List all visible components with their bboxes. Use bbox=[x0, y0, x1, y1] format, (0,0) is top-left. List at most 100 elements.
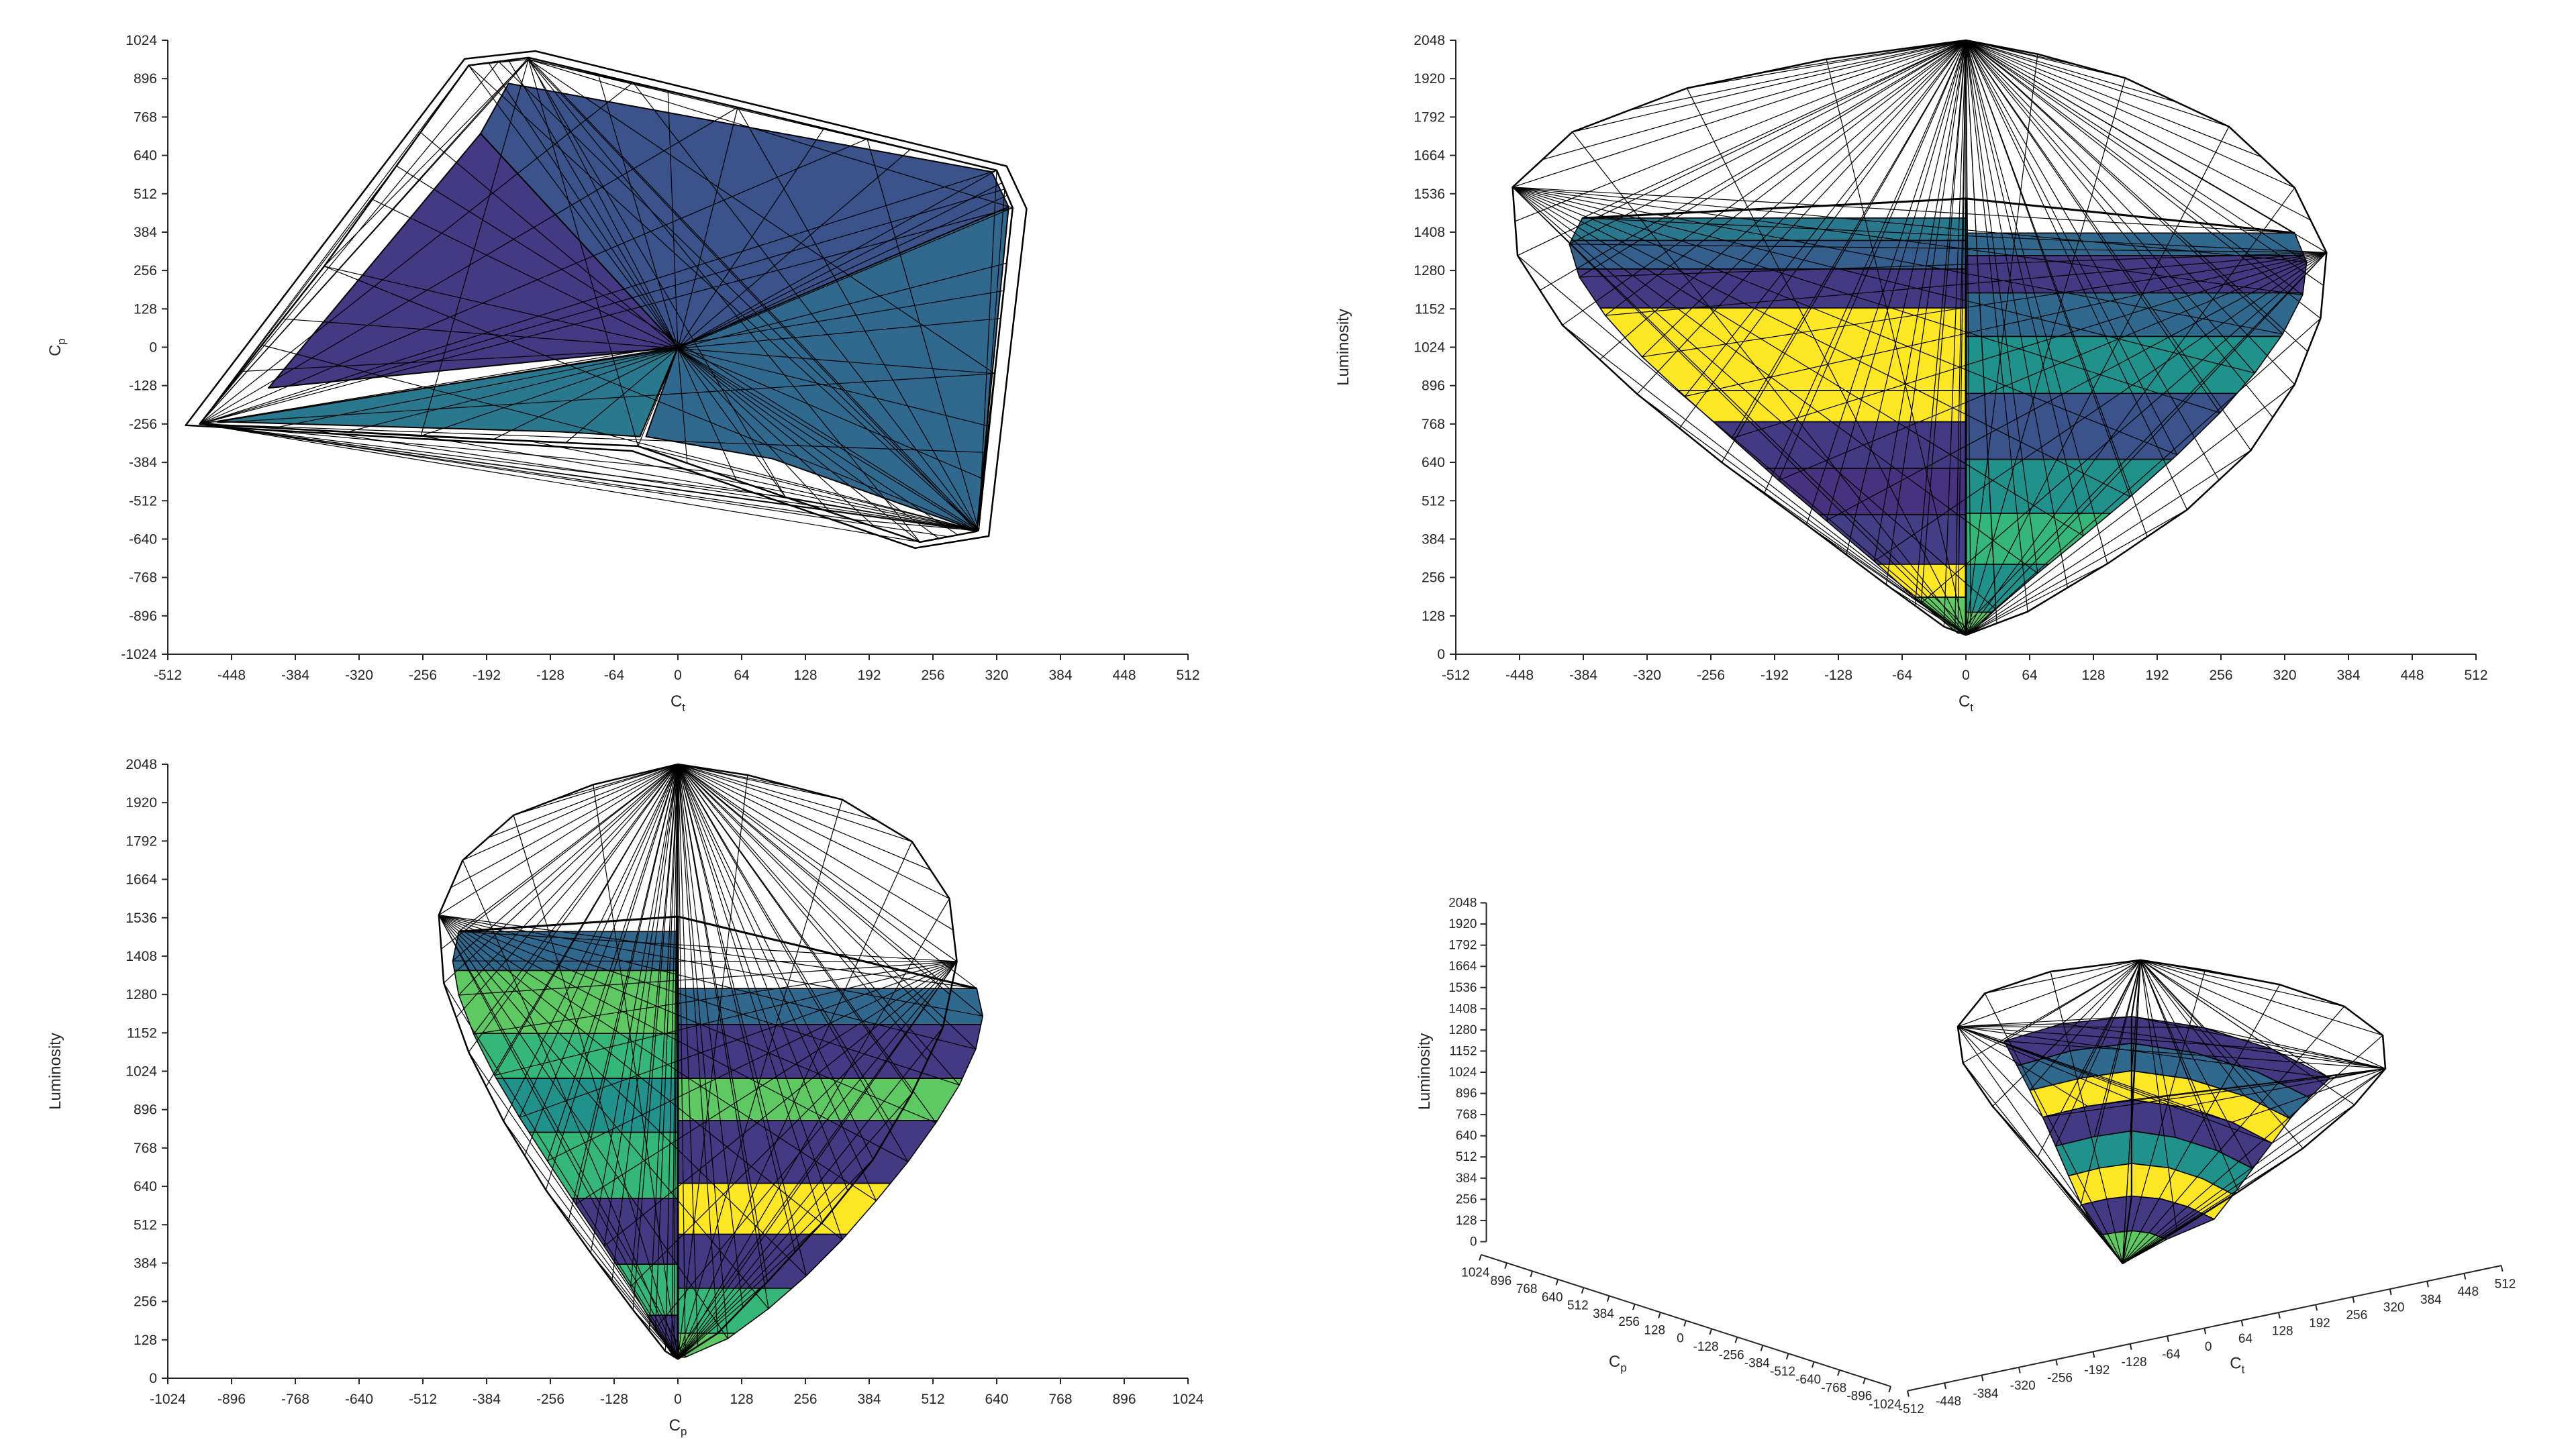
svg-text:0: 0 bbox=[1962, 668, 1970, 683]
svg-text:-320: -320 bbox=[345, 668, 373, 683]
svg-text:-384: -384 bbox=[129, 455, 157, 470]
svg-text:384: 384 bbox=[134, 1255, 157, 1271]
svg-text:-128: -128 bbox=[2122, 1355, 2147, 1369]
svg-text:640: 640 bbox=[1456, 1129, 1477, 1143]
svg-text:-256: -256 bbox=[1697, 668, 1725, 683]
svg-text:512: 512 bbox=[134, 187, 157, 202]
svg-text:1408: 1408 bbox=[1414, 225, 1445, 240]
front-view-canvas: -512 -448 -384 -320 -256 -192 -128 -64 0 64 128 192… bbox=[1334, 33, 2488, 714]
svg-text:448: 448 bbox=[2457, 1285, 2479, 1299]
svg-text:-448: -448 bbox=[1936, 1394, 1961, 1408]
svg-text:768: 768 bbox=[1456, 1108, 1477, 1122]
svg-text:320: 320 bbox=[2383, 1300, 2405, 1314]
subplot-side-view-cp-luminosity: -1024 -896 -768 -640 -512 -384 -256 -128 0 128 256… bbox=[0, 724, 1288, 1448]
svg-text:1536: 1536 bbox=[1414, 187, 1445, 202]
svg-text:Luminosity: Luminosity bbox=[1334, 309, 1352, 386]
svg-text:0: 0 bbox=[1677, 1332, 1684, 1346]
svg-text:256: 256 bbox=[1422, 570, 1445, 586]
svg-text:Luminosity: Luminosity bbox=[46, 1033, 64, 1110]
svg-text:-512: -512 bbox=[409, 1392, 437, 1407]
svg-text:-640: -640 bbox=[345, 1392, 373, 1407]
svg-text:-512: -512 bbox=[1899, 1402, 1924, 1416]
svg-text:-512: -512 bbox=[154, 668, 182, 683]
svg-text:384: 384 bbox=[2336, 668, 2360, 683]
svg-text:768: 768 bbox=[134, 109, 157, 125]
svg-text:Cp: Cp bbox=[46, 338, 68, 356]
side-view-canvas: -1024 -896 -768 -640 -512 -384 -256 -128 0 128 256… bbox=[46, 757, 1204, 1438]
svg-text:512: 512 bbox=[2464, 668, 2487, 683]
mesh bbox=[1569, 197, 2308, 634]
svg-text:896: 896 bbox=[134, 71, 157, 87]
svg-text:-384: -384 bbox=[1744, 1357, 1770, 1371]
svg-text:256: 256 bbox=[134, 1294, 157, 1310]
svg-text:1152: 1152 bbox=[1450, 1044, 1477, 1058]
svg-text:128: 128 bbox=[2081, 668, 2105, 683]
svg-text:896: 896 bbox=[1112, 1392, 1136, 1407]
svg-text:-64: -64 bbox=[2162, 1347, 2181, 1361]
svg-text:128: 128 bbox=[1456, 1214, 1477, 1228]
svg-text:1152: 1152 bbox=[127, 1025, 157, 1041]
iso-3d-canvas: 2048192017921664153614081280115210248967… bbox=[1416, 896, 2516, 1417]
svg-text:-128: -128 bbox=[1693, 1340, 1719, 1354]
svg-text:128: 128 bbox=[1422, 609, 1445, 624]
svg-text:64: 64 bbox=[2238, 1332, 2253, 1346]
svg-text:896: 896 bbox=[1422, 378, 1445, 394]
svg-text:-192: -192 bbox=[473, 668, 501, 683]
svg-text:320: 320 bbox=[985, 668, 1008, 683]
svg-text:1792: 1792 bbox=[1414, 109, 1445, 125]
svg-text:128: 128 bbox=[793, 668, 817, 683]
svg-text:384: 384 bbox=[2420, 1293, 2442, 1307]
subplot-front-view-ct-luminosity: -512 -448 -384 -320 -256 -192 -128 -64 0 64 128 192… bbox=[1288, 0, 2576, 724]
svg-text:1408: 1408 bbox=[126, 949, 157, 964]
svg-text:448: 448 bbox=[1112, 668, 1136, 683]
svg-text:1024: 1024 bbox=[1448, 1066, 1477, 1080]
svg-text:896: 896 bbox=[1456, 1087, 1477, 1101]
svg-text:-896: -896 bbox=[1846, 1390, 1872, 1404]
svg-text:640: 640 bbox=[134, 1179, 157, 1194]
svg-text:192: 192 bbox=[2309, 1316, 2330, 1331]
svg-text:-384: -384 bbox=[281, 668, 309, 683]
svg-text:512: 512 bbox=[1567, 1299, 1589, 1313]
svg-text:-1024: -1024 bbox=[121, 647, 157, 662]
svg-text:Ct: Ct bbox=[2230, 1354, 2244, 1376]
wireframe bbox=[185, 50, 1028, 550]
svg-text:512: 512 bbox=[1422, 493, 1445, 509]
svg-text:0: 0 bbox=[1470, 1235, 1477, 1249]
svg-text:1024: 1024 bbox=[126, 33, 157, 48]
svg-text:256: 256 bbox=[1618, 1315, 1640, 1329]
svg-text:512: 512 bbox=[134, 1217, 157, 1233]
svg-text:-640: -640 bbox=[129, 531, 157, 547]
svg-text:Cp: Cp bbox=[669, 1416, 687, 1438]
svg-text:-256: -256 bbox=[1719, 1348, 1744, 1362]
svg-text:128: 128 bbox=[2272, 1324, 2293, 1338]
svg-text:640: 640 bbox=[1542, 1290, 1563, 1304]
svg-text:896: 896 bbox=[134, 1102, 157, 1118]
svg-text:Ct: Ct bbox=[1959, 692, 1973, 714]
svg-text:1664: 1664 bbox=[126, 872, 157, 888]
subplot-top-view-ct-cp: -512 -448 -384 -320 -256 -192 -128 -64 0 64 128 192… bbox=[0, 0, 1288, 724]
svg-text:-256: -256 bbox=[536, 1392, 564, 1407]
svg-text:-256: -256 bbox=[409, 668, 437, 683]
svg-text:-64: -64 bbox=[1892, 668, 1913, 683]
svg-text:256: 256 bbox=[134, 263, 157, 278]
svg-text:-768: -768 bbox=[129, 570, 157, 586]
svg-text:384: 384 bbox=[857, 1392, 881, 1407]
svg-text:384: 384 bbox=[1048, 668, 1072, 683]
svg-text:-1024: -1024 bbox=[1869, 1398, 1901, 1412]
svg-text:-768: -768 bbox=[281, 1392, 309, 1407]
svg-text:1408: 1408 bbox=[1448, 1002, 1477, 1016]
svg-text:192: 192 bbox=[2145, 668, 2169, 683]
svg-text:Ct: Ct bbox=[671, 692, 685, 714]
svg-text:256: 256 bbox=[1456, 1192, 1477, 1206]
svg-text:-192: -192 bbox=[2084, 1363, 2110, 1378]
axes: -1024 -896 -768 -640 -512 -384 -256 -128 0 128 256… bbox=[46, 757, 1204, 1438]
wireframe bbox=[438, 763, 983, 1360]
svg-text:-896: -896 bbox=[217, 1392, 246, 1407]
svg-text:-64: -64 bbox=[604, 668, 625, 683]
svg-text:768: 768 bbox=[1516, 1282, 1538, 1296]
svg-text:-384: -384 bbox=[1973, 1387, 1998, 1401]
svg-text:640: 640 bbox=[985, 1392, 1008, 1407]
svg-text:1792: 1792 bbox=[126, 833, 157, 849]
svg-text:0: 0 bbox=[1437, 647, 1445, 662]
